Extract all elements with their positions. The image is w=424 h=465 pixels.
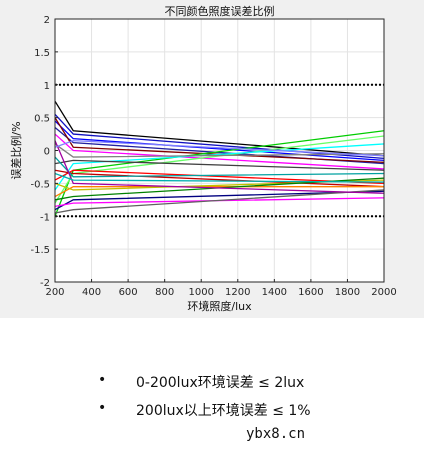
series-line-1 [54, 100, 385, 157]
series-line-13 [54, 169, 385, 188]
series-line-23 [54, 139, 385, 157]
figure-panel: 200 400 600 800 1000 1200 1400 1600 1800 2000 -2 -1… [0, 0, 424, 318]
x-tick-label: 1000 [188, 287, 213, 298]
bullet-text: 0-200lux环境误差 ≤ 2lux [136, 375, 305, 391]
series-line-14 [54, 156, 385, 178]
series-line-4 [54, 126, 385, 165]
series-line-12 [54, 169, 385, 185]
y-tick-label: 1 [44, 81, 50, 92]
x-tick-label: 1600 [298, 287, 323, 298]
y-tick-label: -0.5 [30, 179, 50, 190]
series-line-22 [54, 172, 385, 183]
series-line-15 [54, 186, 384, 198]
series-line-6 [54, 133, 385, 170]
y-axis-label: 误差比例/% [9, 121, 23, 179]
x-tick-label: 400 [82, 287, 101, 298]
bullet-marker: • [98, 400, 107, 416]
y-tick-label: 0.5 [34, 114, 50, 125]
series-line-18 [54, 190, 385, 211]
bullet-text: 200lux以上环境误差 ≤ 1% [136, 403, 311, 419]
series-line-19 [54, 197, 385, 208]
y-tick-label: -2 [40, 278, 50, 289]
series-line-16 [54, 179, 385, 191]
x-tick-label: 800 [155, 287, 174, 298]
series-line-21 [54, 140, 385, 194]
x-axis-label: 环境照度/lux [187, 299, 252, 313]
bullet-item: • 200lux以上环境误差 ≤ 1% [0, 400, 424, 422]
x-tick-label: 2000 [371, 287, 396, 298]
series-line-20 [54, 189, 385, 214]
series-line-10 [54, 143, 385, 158]
series-line-11 [54, 159, 385, 171]
line-chart: 200 400 600 800 1000 1200 1400 1600 1800 2000 -2 -1… [9, 4, 397, 313]
x-tick-label: 1800 [335, 287, 360, 298]
x-tick-label: 1400 [262, 287, 287, 298]
y-tick-label: 0 [44, 147, 50, 158]
y-tick-label: -1 [40, 212, 50, 223]
y-tick-label: 1.5 [34, 48, 50, 59]
y-tick-label: 2 [44, 15, 50, 26]
series-line-5 [54, 117, 385, 163]
x-tick-label: 600 [119, 287, 138, 298]
watermark: ybx8.cn [246, 426, 306, 442]
series-line-17 [54, 177, 385, 201]
bullet-item: • 0-200lux环境误差 ≤ 2lux [0, 372, 424, 394]
y-tick-label: -1.5 [30, 245, 50, 256]
chart-title: 不同颜色照度误差比例 [165, 4, 275, 18]
x-tick-label: 1200 [225, 287, 250, 298]
x-tick-label: 200 [45, 287, 64, 298]
bullet-marker: • [98, 372, 107, 388]
